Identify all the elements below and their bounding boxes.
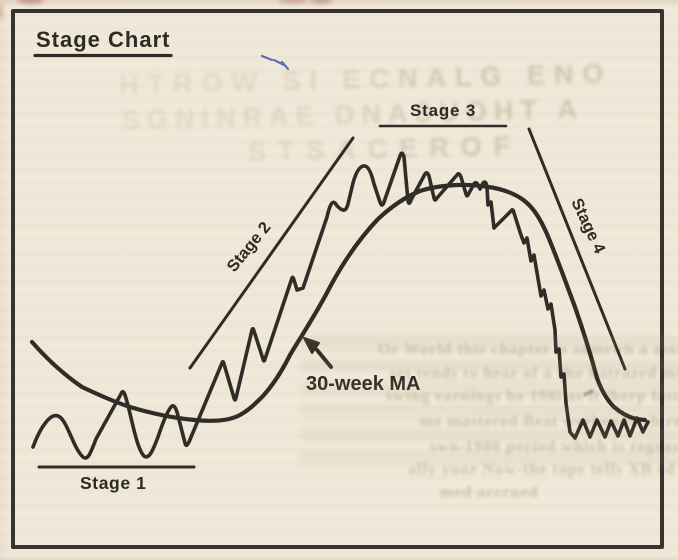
svg-text:30-week MA: 30-week MA xyxy=(306,373,421,395)
svg-text:Stage 2: Stage 2 xyxy=(224,219,275,276)
svg-text:Stage 1: Stage 1 xyxy=(80,473,146,493)
svg-text:Stage 4: Stage 4 xyxy=(567,196,608,258)
svg-text:Stage 3: Stage 3 xyxy=(410,101,476,120)
svg-text:Stage Chart: Stage Chart xyxy=(36,27,170,52)
